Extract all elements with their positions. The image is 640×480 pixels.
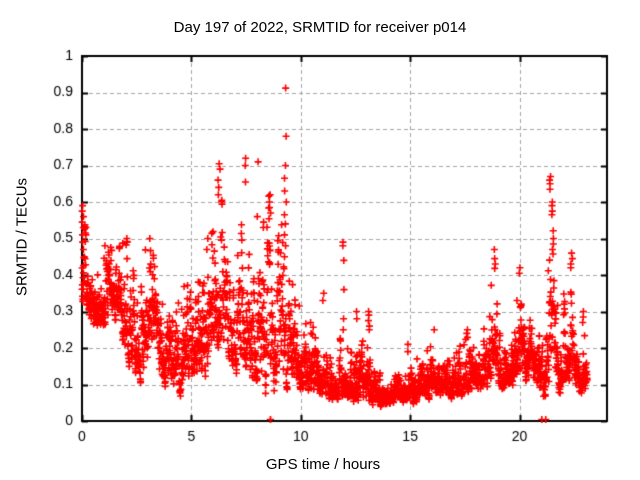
x-axis-label: GPS time / hours xyxy=(265,456,381,473)
y-axis-label: SRMTID / TECUs xyxy=(13,177,31,297)
chart-title: Day 197 of 2022, SRMTID for receiver p01… xyxy=(173,19,467,36)
